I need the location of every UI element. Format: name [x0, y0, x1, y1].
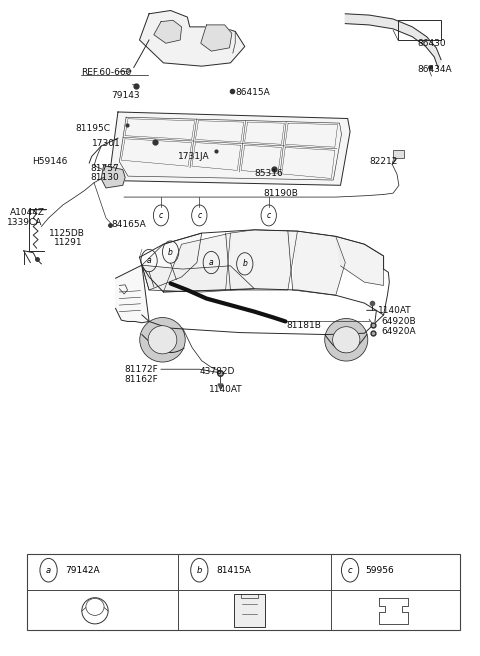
- Bar: [27, 554, 460, 630]
- Bar: [234, 594, 265, 627]
- Text: 79143: 79143: [111, 91, 139, 100]
- Text: 82212: 82212: [369, 157, 397, 166]
- Polygon shape: [230, 230, 298, 290]
- Text: 84165A: 84165A: [112, 220, 146, 229]
- Ellipse shape: [82, 598, 108, 624]
- Ellipse shape: [148, 326, 177, 354]
- Text: 1140AT: 1140AT: [378, 306, 411, 315]
- Text: c: c: [266, 211, 271, 220]
- Polygon shape: [142, 233, 202, 290]
- Text: 81757: 81757: [91, 164, 120, 173]
- Polygon shape: [163, 233, 230, 292]
- Text: a: a: [46, 565, 51, 575]
- Text: c: c: [197, 211, 202, 220]
- Text: 81162F: 81162F: [124, 375, 158, 384]
- Text: 43782D: 43782D: [199, 367, 235, 377]
- Text: 81195C: 81195C: [75, 124, 110, 133]
- Text: 81415A: 81415A: [216, 565, 251, 575]
- Text: A1044Z: A1044Z: [10, 208, 45, 216]
- Text: 81181B: 81181B: [286, 321, 321, 330]
- Text: 64920B: 64920B: [381, 317, 416, 326]
- Text: 81130: 81130: [91, 173, 120, 182]
- Text: 79142A: 79142A: [65, 565, 100, 575]
- Text: 85316: 85316: [254, 169, 283, 178]
- Polygon shape: [101, 166, 125, 188]
- Polygon shape: [116, 265, 149, 323]
- Bar: [393, 150, 404, 158]
- Text: 1339CA: 1339CA: [7, 218, 43, 227]
- Text: 1731JA: 1731JA: [178, 152, 209, 161]
- Text: a: a: [147, 256, 151, 265]
- Text: 17301: 17301: [92, 139, 120, 148]
- Text: 81190B: 81190B: [263, 189, 298, 197]
- Text: 59956: 59956: [365, 565, 394, 575]
- Text: 86415A: 86415A: [235, 88, 270, 97]
- Text: REF.60-660: REF.60-660: [81, 68, 132, 77]
- Ellipse shape: [333, 327, 360, 353]
- Text: c: c: [348, 565, 352, 575]
- Text: c: c: [159, 211, 163, 220]
- Text: b: b: [168, 247, 173, 256]
- Polygon shape: [142, 265, 254, 292]
- Bar: [398, 20, 441, 40]
- Text: 86430: 86430: [417, 39, 446, 48]
- Ellipse shape: [324, 319, 368, 361]
- Text: 81172F: 81172F: [124, 365, 158, 374]
- Polygon shape: [111, 112, 350, 185]
- Text: 86434A: 86434A: [417, 65, 452, 74]
- Polygon shape: [336, 236, 384, 285]
- Polygon shape: [201, 25, 232, 51]
- Text: b: b: [197, 565, 202, 575]
- Ellipse shape: [86, 598, 104, 615]
- Text: 64920A: 64920A: [381, 327, 416, 337]
- Text: 1125DB: 1125DB: [48, 228, 84, 237]
- Text: H59146: H59146: [32, 157, 67, 165]
- Ellipse shape: [140, 318, 185, 362]
- Polygon shape: [345, 14, 441, 68]
- Text: a: a: [209, 258, 214, 267]
- Text: 1140AT: 1140AT: [209, 385, 243, 394]
- Text: 11291: 11291: [54, 238, 83, 247]
- Polygon shape: [154, 20, 181, 43]
- Polygon shape: [293, 231, 345, 295]
- Text: b: b: [242, 259, 247, 268]
- Polygon shape: [140, 10, 245, 66]
